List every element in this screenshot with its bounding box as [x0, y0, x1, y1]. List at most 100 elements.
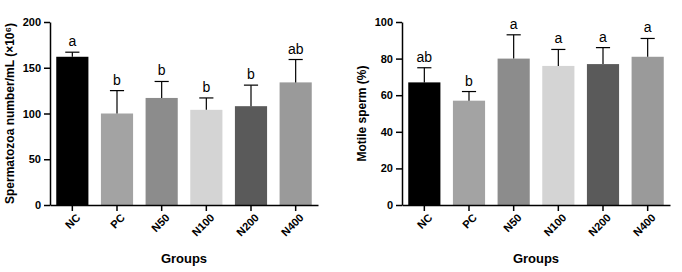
significance-letter: a: [644, 19, 652, 35]
x-tick: N50: [149, 205, 172, 234]
error-cap: [155, 81, 169, 82]
y-tick-mark: [44, 22, 50, 24]
x-tick-mark: [206, 205, 208, 211]
y-tick-mark: [44, 113, 50, 115]
error-cap: [244, 85, 258, 86]
x-tick-label: N50: [149, 211, 172, 234]
error-stem: [295, 60, 296, 83]
y-tick-label: 100: [375, 16, 393, 28]
error-stem: [602, 48, 603, 64]
significance-letter: b: [202, 79, 210, 95]
error-cap: [596, 47, 610, 48]
x-tick: PC: [108, 205, 127, 231]
y-tick-label: 40: [381, 126, 393, 138]
y-axis: 050100150200: [23, 16, 51, 211]
error-stem: [558, 49, 559, 65]
error-bar: [507, 35, 521, 59]
error-bar: [596, 48, 610, 64]
x-axis: NC PC N50 N100 N200 N400: [403, 205, 671, 238]
error-bar: [110, 91, 124, 114]
error-stem: [513, 35, 514, 59]
error-cap: [641, 38, 655, 39]
x-axis-line: [51, 205, 319, 207]
y-tick-mark: [44, 68, 50, 70]
error-bar: [199, 98, 213, 110]
bar: [498, 59, 530, 205]
y-tick: 0: [387, 199, 402, 211]
x-tick-label: PC: [460, 211, 479, 230]
bar: [453, 101, 485, 205]
error-cap: [551, 49, 565, 50]
x-tick: N100: [541, 205, 568, 238]
x-tick: N400: [631, 205, 658, 238]
error-stem: [161, 81, 162, 97]
x-tick-label: N200: [234, 211, 261, 238]
x-tick: N100: [189, 205, 216, 238]
x-tick-label: NC: [415, 211, 435, 231]
x-tick: PC: [460, 205, 479, 231]
x-tick-mark: [513, 205, 515, 211]
error-stem: [250, 85, 251, 106]
bar: [190, 110, 222, 205]
bar: [542, 66, 574, 205]
error-bar: [244, 85, 258, 106]
y-tick-label: 50: [29, 153, 41, 165]
x-axis: NC PC N50 N100 N200 N400: [51, 205, 319, 238]
y-tick-label: 80: [381, 53, 393, 65]
significance-letter: a: [554, 30, 562, 46]
x-tick-mark: [161, 205, 163, 211]
x-tick-label: NC: [63, 211, 83, 231]
error-bar: [641, 38, 655, 56]
y-tick-label: 150: [23, 62, 41, 74]
x-tick-mark: [72, 205, 74, 211]
x-tick: NC: [415, 205, 435, 231]
bar: [146, 98, 178, 205]
error-stem: [206, 98, 207, 110]
x-tick-mark: [602, 205, 604, 211]
x-tick-label: N50: [501, 211, 524, 234]
x-tick-mark: [647, 205, 649, 211]
x-tick-label: N200: [586, 211, 613, 238]
bar: [280, 82, 312, 205]
y-tick-label: 200: [23, 16, 41, 28]
y-tick-label: 0: [35, 199, 41, 211]
x-tick-label: N100: [541, 211, 568, 238]
error-cap: [462, 91, 476, 92]
significance-letter: a: [68, 33, 76, 49]
y-tick: 150: [23, 62, 50, 74]
x-axis-line: [403, 205, 671, 207]
plot-area: [56, 52, 311, 205]
error-stem: [72, 52, 73, 57]
error-bar: [417, 68, 431, 83]
significance-letter: a: [599, 29, 607, 45]
x-tick-mark: [295, 205, 297, 211]
bar: [56, 57, 88, 205]
y-tick: 0: [35, 199, 50, 211]
y-tick-mark: [44, 159, 50, 161]
x-tick-mark: [250, 205, 252, 211]
error-bar: [155, 81, 169, 97]
significance-letter: b: [465, 73, 473, 89]
x-tick-label: N400: [279, 211, 306, 238]
x-tick: N400: [279, 205, 306, 238]
x-tick-label: N400: [631, 211, 658, 238]
y-tick-mark: [396, 58, 402, 60]
y-tick-mark: [396, 168, 402, 170]
y-tick-mark: [396, 22, 402, 24]
chart-panel: abbaaaa020406080100NCPCN50N100N200N400Gr…: [355, 16, 671, 266]
error-bar: [289, 60, 303, 83]
significance-letter: ab: [417, 49, 433, 65]
significance-letter: b: [113, 72, 121, 88]
x-tick: N200: [234, 205, 261, 238]
error-bar: [551, 49, 565, 65]
y-axis-line: [402, 23, 404, 206]
y-tick-mark: [44, 205, 50, 207]
x-tick-mark: [116, 205, 118, 211]
error-bar: [462, 92, 476, 101]
x-axis-title: Groups: [161, 251, 207, 266]
bar: [235, 106, 267, 205]
y-axis-title: Motile sperm (%): [355, 65, 369, 161]
error-cap: [289, 59, 303, 60]
significance-letter: b: [158, 62, 166, 78]
figure: abbbbab050100150200NCPCN50N100N200N400Gr…: [0, 0, 682, 272]
